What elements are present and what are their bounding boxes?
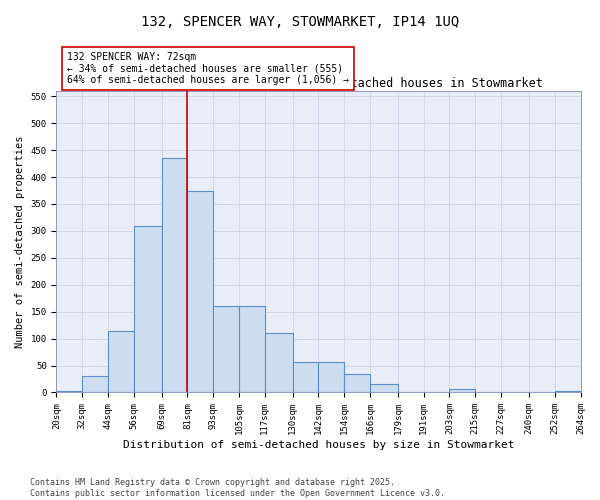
Text: Contains HM Land Registry data © Crown copyright and database right 2025.
Contai: Contains HM Land Registry data © Crown c… <box>30 478 445 498</box>
X-axis label: Distribution of semi-detached houses by size in Stowmarket: Distribution of semi-detached houses by … <box>123 440 514 450</box>
Bar <box>82 376 108 392</box>
Bar <box>239 306 265 392</box>
Text: 132, SPENCER WAY, STOWMARKET, IP14 1UQ: 132, SPENCER WAY, STOWMARKET, IP14 1UQ <box>141 15 459 29</box>
Y-axis label: Number of semi-detached properties: Number of semi-detached properties <box>15 136 25 348</box>
Title: Size of property relative to semi-detached houses in Stowmarket: Size of property relative to semi-detach… <box>94 76 543 90</box>
Bar <box>134 226 161 392</box>
Bar <box>213 306 239 392</box>
Bar <box>370 384 398 392</box>
Bar <box>265 333 293 392</box>
Text: 132 SPENCER WAY: 72sqm
← 34% of semi-detached houses are smaller (555)
64% of se: 132 SPENCER WAY: 72sqm ← 34% of semi-det… <box>67 52 349 85</box>
Bar <box>187 190 213 392</box>
Bar <box>319 362 344 392</box>
Bar <box>56 391 82 392</box>
Bar <box>293 362 319 392</box>
Bar <box>344 374 370 392</box>
Bar <box>108 330 134 392</box>
Bar <box>161 158 187 392</box>
Bar <box>449 389 475 392</box>
